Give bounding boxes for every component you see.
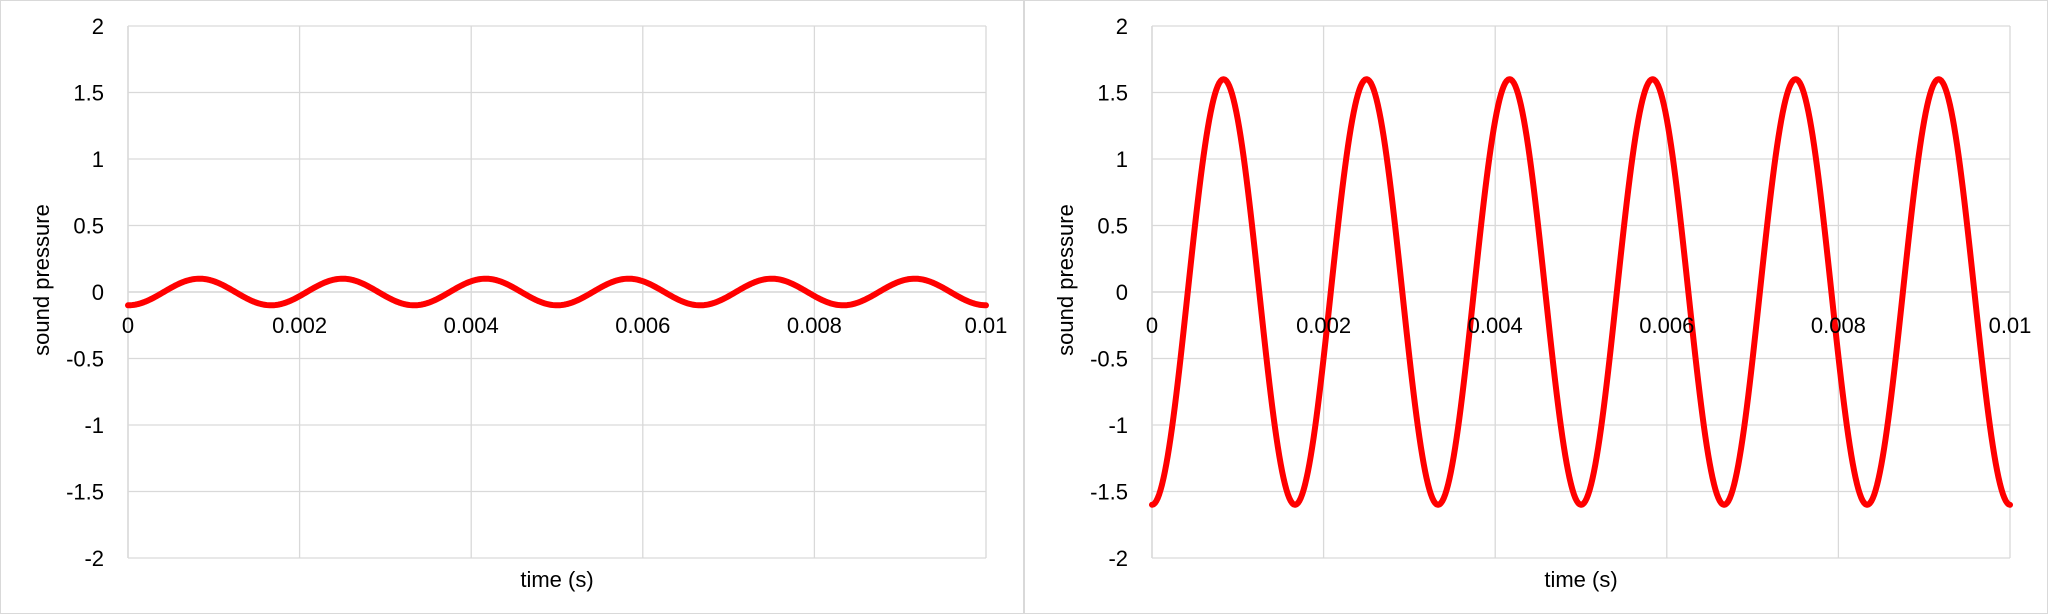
y-tick-label: 1 <box>1116 147 1128 172</box>
x-axis-title: time (s) <box>1544 567 1617 592</box>
y-tick-label: -0.5 <box>1090 347 1128 372</box>
x-tick-label: 0 <box>122 313 134 338</box>
x-tick-label: 0.01 <box>965 313 1008 338</box>
y-tick-label: 0 <box>1116 280 1128 305</box>
y-tick-label: 2 <box>1116 14 1128 39</box>
y-tick-label: 1 <box>92 147 104 172</box>
x-tick-label: 0.004 <box>1468 313 1523 338</box>
y-tick-label: 0.5 <box>1097 214 1128 239</box>
y-tick-label: -1 <box>1108 413 1128 438</box>
x-tick-label: 0.008 <box>787 313 842 338</box>
x-tick-label: 0 <box>1146 313 1158 338</box>
y-axis-title: sound pressure <box>29 204 54 356</box>
x-tick-label: 0.002 <box>1296 313 1351 338</box>
y-tick-label: -0.5 <box>66 347 104 372</box>
chart-panel-left: 2 1.5 1 0.5 0 -0.5 -1 -1.5 -2 0 0.002 0.004 0.006 0.0… <box>0 0 1024 614</box>
y-tick-label: 0.5 <box>73 214 104 239</box>
x-tick-label: 0.002 <box>272 313 327 338</box>
y-tick-label: -1.5 <box>1090 480 1128 505</box>
chart-left-svg: 2 1.5 1 0.5 0 -0.5 -1 -1.5 -2 0 0.002 0.004 0.006 0.0… <box>29 14 1008 592</box>
y-tick-label: -1 <box>84 413 104 438</box>
y-tick-label: -2 <box>1108 546 1128 571</box>
y-tick-label: 2 <box>92 14 104 39</box>
x-tick-label: 0.006 <box>615 313 670 338</box>
x-tick-label: 0.01 <box>1989 313 2032 338</box>
y-tick-label: 1.5 <box>1097 81 1128 106</box>
y-tick-label: -2 <box>84 546 104 571</box>
x-axis-title: time (s) <box>520 567 593 592</box>
y-tick-label: 0 <box>92 280 104 305</box>
x-tick-label: 0.004 <box>444 313 499 338</box>
chart-panel-right: 2 1.5 1 0.5 0 -0.5 -1 -1.5 -2 0 0.002 0.004 0.006 0.0… <box>1024 0 2048 614</box>
x-tick-label: 0.008 <box>1811 313 1866 338</box>
chart-right-svg: 2 1.5 1 0.5 0 -0.5 -1 -1.5 -2 0 0.002 0.004 0.006 0.0… <box>1053 14 2032 592</box>
y-tick-label: -1.5 <box>66 480 104 505</box>
y-tick-label: 1.5 <box>73 81 104 106</box>
x-tick-label: 0.006 <box>1639 313 1694 338</box>
y-axis-title: sound pressure <box>1053 204 1078 356</box>
series-line <box>125 275 989 309</box>
series-line <box>1149 76 2013 508</box>
